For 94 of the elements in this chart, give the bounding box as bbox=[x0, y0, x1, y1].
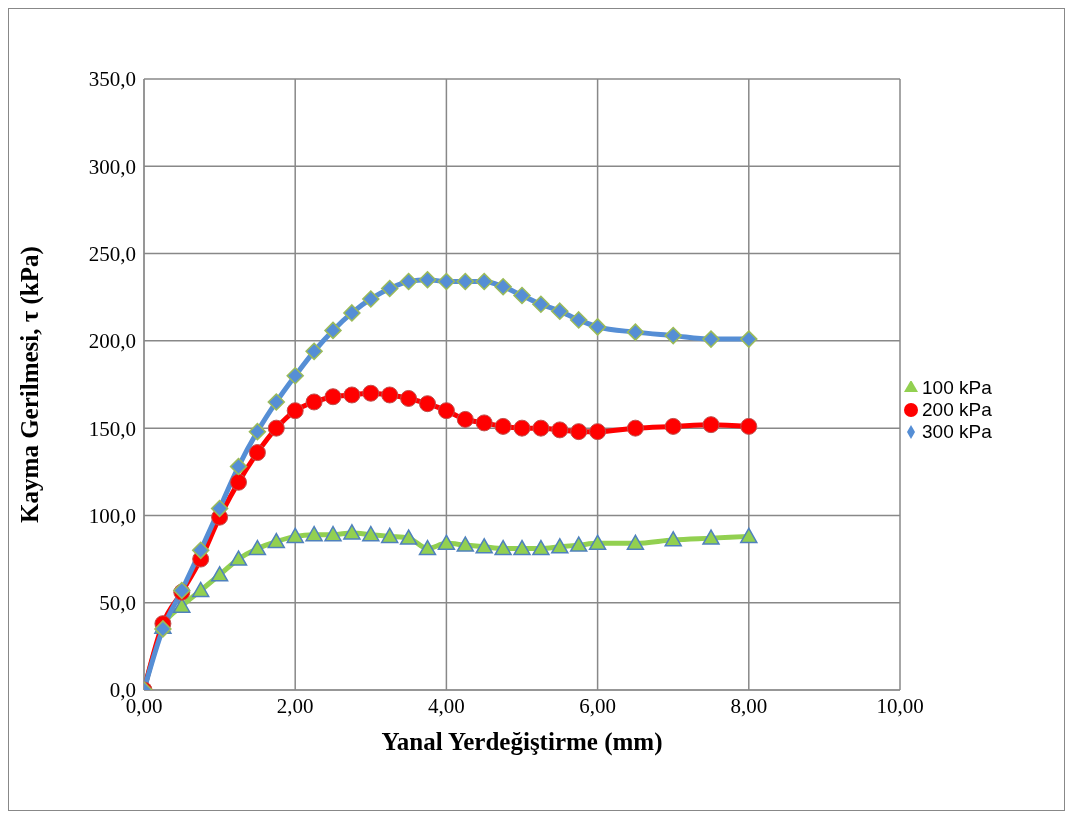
point bbox=[191, 581, 210, 598]
y-tick-label: 200,0 bbox=[88, 329, 136, 354]
point bbox=[626, 419, 644, 437]
point bbox=[305, 342, 323, 361]
legend-label: 300 kPa bbox=[922, 420, 992, 442]
point bbox=[513, 286, 531, 305]
point bbox=[569, 536, 588, 552]
x-tick-label: 8,00 bbox=[730, 693, 768, 718]
point bbox=[380, 279, 399, 298]
legend-label: 200 kPa bbox=[922, 398, 992, 420]
y-tick-label: 300,0 bbox=[88, 154, 136, 179]
point bbox=[229, 550, 248, 566]
point bbox=[456, 272, 475, 291]
point bbox=[230, 473, 247, 491]
point bbox=[664, 326, 682, 345]
point bbox=[418, 271, 437, 289]
point bbox=[456, 536, 475, 552]
point bbox=[305, 525, 323, 542]
x-tick-label: 10,00 bbox=[876, 693, 924, 718]
point bbox=[740, 417, 758, 435]
point bbox=[362, 384, 380, 402]
point bbox=[626, 534, 645, 551]
point bbox=[532, 419, 550, 437]
point bbox=[248, 422, 267, 441]
point bbox=[286, 367, 304, 385]
point bbox=[551, 421, 569, 439]
point bbox=[437, 402, 455, 420]
point bbox=[740, 527, 758, 544]
point bbox=[532, 539, 550, 556]
point bbox=[343, 304, 361, 322]
point bbox=[154, 620, 172, 638]
point bbox=[324, 388, 342, 406]
point bbox=[286, 527, 304, 544]
point bbox=[740, 330, 758, 348]
point bbox=[513, 539, 531, 556]
point bbox=[324, 321, 342, 340]
point bbox=[475, 414, 493, 432]
point bbox=[569, 311, 588, 329]
point bbox=[229, 457, 248, 476]
point bbox=[588, 534, 607, 551]
point bbox=[210, 566, 229, 582]
point bbox=[191, 541, 210, 560]
point bbox=[399, 529, 418, 545]
point bbox=[324, 525, 342, 542]
y-tick-label: 250,0 bbox=[88, 242, 136, 267]
point bbox=[248, 444, 266, 462]
point bbox=[551, 538, 569, 554]
point bbox=[475, 538, 493, 554]
point bbox=[248, 539, 267, 556]
point bbox=[419, 395, 436, 413]
point bbox=[494, 277, 512, 296]
point bbox=[362, 290, 380, 308]
y-tick-label: 350,0 bbox=[88, 67, 136, 92]
point bbox=[456, 410, 474, 428]
point bbox=[267, 393, 286, 411]
point bbox=[702, 529, 720, 545]
y-tick-label: 150,0 bbox=[88, 416, 136, 441]
y-tick-label: 100,0 bbox=[88, 503, 136, 528]
point bbox=[494, 417, 512, 435]
point bbox=[267, 419, 285, 437]
legend-label: 100 kPa bbox=[922, 376, 992, 398]
point bbox=[437, 534, 456, 551]
point bbox=[362, 525, 380, 542]
x-axis-title: Yanal Yerdeğiştirme (mm) bbox=[381, 728, 663, 756]
point bbox=[513, 419, 531, 437]
point bbox=[380, 527, 399, 544]
point bbox=[437, 272, 456, 291]
point bbox=[475, 272, 493, 291]
point bbox=[267, 532, 286, 549]
x-tick-label: 4,00 bbox=[428, 693, 465, 718]
x-tick-label: 2,00 bbox=[276, 693, 314, 718]
point bbox=[418, 539, 437, 556]
point bbox=[589, 423, 607, 441]
point bbox=[286, 402, 304, 420]
y-axis-title: Kayma Gerilmesi, τ (kPa) bbox=[15, 246, 44, 523]
y-tick-label: 50,0 bbox=[99, 591, 136, 616]
point bbox=[494, 539, 512, 556]
point bbox=[570, 423, 588, 441]
point bbox=[305, 393, 323, 411]
point bbox=[343, 524, 361, 540]
point bbox=[532, 295, 550, 313]
point bbox=[399, 272, 418, 291]
point bbox=[210, 499, 229, 518]
point bbox=[381, 386, 399, 404]
point bbox=[551, 302, 569, 320]
point bbox=[400, 389, 418, 407]
point bbox=[626, 323, 645, 341]
x-tick-label: 6,00 bbox=[579, 693, 616, 718]
point bbox=[702, 416, 720, 434]
point bbox=[702, 330, 720, 348]
point bbox=[343, 386, 361, 404]
point bbox=[664, 531, 682, 547]
point bbox=[588, 318, 607, 336]
point bbox=[664, 417, 682, 435]
